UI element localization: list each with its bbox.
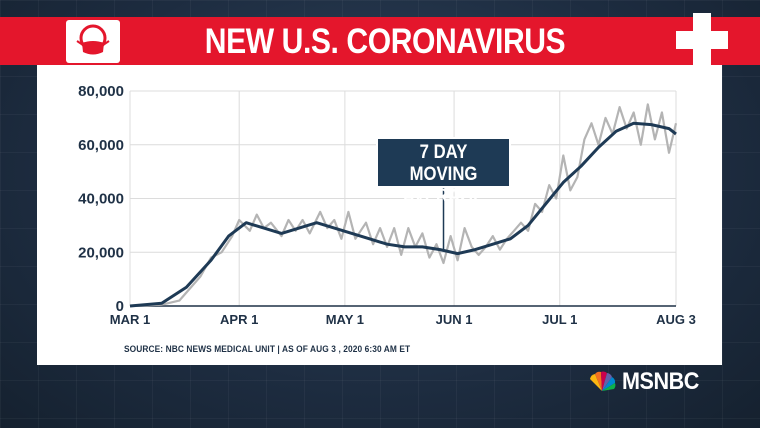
page-title: NEW U.S. CORONAVIRUS CASES <box>204 22 566 111</box>
axes: 0 20,000 40,000 60,000 80,000 MAR 1 APR 1 MAY 1… <box>78 83 696 327</box>
annotation-line-1: 7 DAY MOVING <box>409 142 478 185</box>
plus-cross-icon <box>676 13 728 67</box>
brand-name: MSNBC <box>622 368 699 395</box>
x-tick-label: MAY 1 <box>326 312 364 327</box>
y-tick-label: 0 <box>116 298 124 315</box>
y-tick-label: 40,000 <box>78 191 124 208</box>
series <box>129 103 678 308</box>
peacock-icon <box>590 371 616 391</box>
header-band <box>0 17 760 65</box>
x-tick-label: AUG 3 <box>656 312 696 327</box>
annotation-line-2: AVERAGE <box>402 186 485 207</box>
y-tick-label: 20,000 <box>78 244 124 261</box>
series-line-average <box>129 121 677 308</box>
x-tick-label: JUN 1 <box>436 312 473 327</box>
x-tick-label: JUL 1 <box>542 312 577 327</box>
chart-panel <box>37 65 722 365</box>
msnbc-logo: MSNBC <box>586 368 708 396</box>
x-tick-label: MAR 1 <box>110 312 150 327</box>
line-chart: 0 20,000 40,000 60,000 80,000 MAR 1 APR 1 MAY 1… <box>78 83 696 327</box>
y-tick-label: 80,000 <box>78 83 124 100</box>
series-line-daily <box>129 103 678 308</box>
x-tick-label: APR 1 <box>220 312 258 327</box>
face-mask-icon <box>66 20 120 63</box>
y-tick-label: 60,000 <box>78 137 124 154</box>
moving-average-label: 7 DAY MOVING AVERAGE <box>376 137 511 207</box>
source-note: SOURCE: NBC NEWS MEDICAL UNIT | AS OF AU… <box>124 344 411 355</box>
